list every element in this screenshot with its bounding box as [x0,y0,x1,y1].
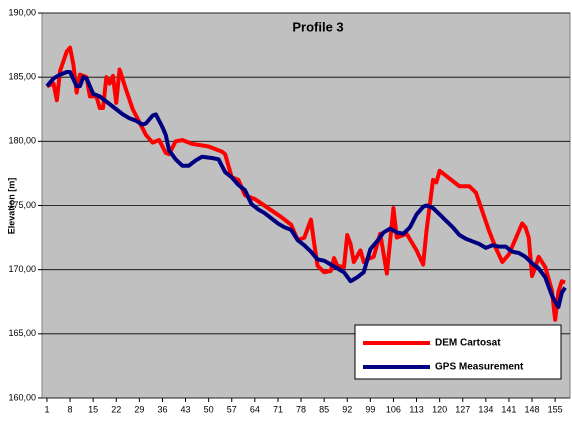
x-tick-label: 22 [111,404,121,414]
x-tick-label: 15 [88,404,98,414]
legend-label: DEM Cartosat [435,338,501,349]
x-tick-label: 1 [44,404,49,414]
x-tick-label: 155 [548,404,563,414]
x-tick-label: 8 [68,404,73,414]
x-tick-label: 106 [386,404,401,414]
legend-label: GPS Measurement [435,362,524,373]
y-tick-label: 190,00 [8,7,36,17]
series-line [45,70,567,309]
x-tick-label: 36 [157,404,167,414]
y-tick-label: 160,00 [8,392,36,402]
legend-box [354,324,562,380]
chart-title: Profile 3 [292,19,343,34]
y-tick-label: 165,00 [8,328,36,338]
x-tick-label: 64 [250,404,260,414]
x-tick-label: 29 [134,404,144,414]
y-tick-label: 170,00 [8,264,36,274]
x-tick-label: 120 [432,404,447,414]
x-tick-label: 99 [365,404,375,414]
y-axis-label: Elevation [m] [6,178,16,235]
x-tick-label: 71 [273,404,283,414]
x-tick-label: 127 [455,404,470,414]
x-tick-label: 148 [525,404,540,414]
x-tick-label: 57 [227,404,237,414]
x-tick-label: 92 [342,404,352,414]
y-tick-label: 180,00 [8,136,36,146]
lines [45,45,567,322]
x-tick-label: 50 [204,404,214,414]
x-tick-label: 78 [296,404,306,414]
x-tick-label: 141 [501,404,516,414]
x-tick-label: 134 [478,404,493,414]
y-tick-label: 175,00 [8,200,36,210]
x-tick-label: 85 [319,404,329,414]
legend: DEM Cartosat GPS Measurement [354,324,562,380]
x-tick-label: 43 [181,404,191,414]
x-tick-label: 113 [409,404,423,414]
y-tick-label: 185,00 [8,72,36,82]
